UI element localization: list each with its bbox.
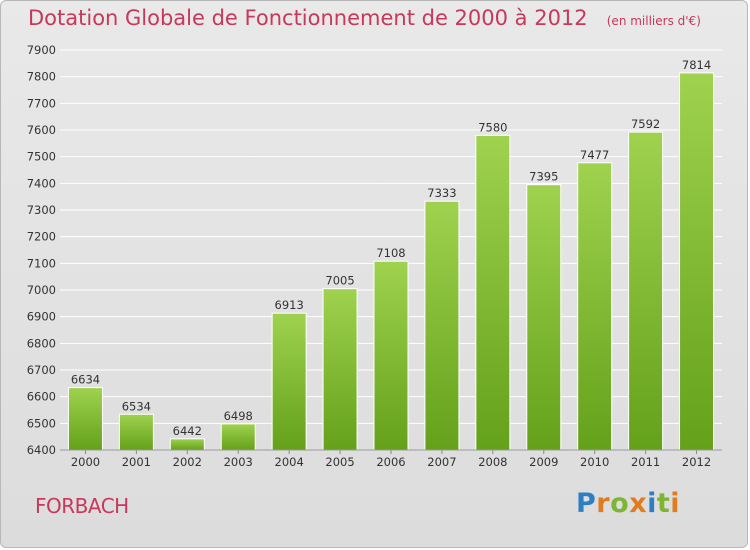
chart-subtitle: (en milliers d'€) [606, 14, 701, 28]
data-label-2011: 7592 [631, 117, 660, 131]
y-tick-label: 6700 [27, 363, 56, 377]
x-tick-label-2003: 2003 [224, 455, 253, 469]
bar-2004 [271, 312, 307, 451]
y-tick-label: 6400 [27, 443, 56, 457]
bar-2007 [424, 200, 460, 451]
y-tick-label: 6600 [27, 390, 56, 404]
y-tick-label: 7500 [27, 150, 56, 164]
y-tick-label: 7400 [27, 176, 56, 190]
bar-2012 [679, 72, 715, 451]
x-tick-label-2011: 2011 [631, 455, 660, 469]
data-label-2004: 6913 [275, 298, 304, 312]
bar-2006 [373, 260, 409, 451]
title-row: Dotation Globale de Fonctionnement de 20… [28, 6, 701, 30]
logo-letter: t [656, 488, 671, 519]
data-label-2010: 7477 [580, 148, 609, 162]
logo-letter: i [670, 488, 681, 519]
x-tick-label-2005: 2005 [325, 455, 354, 469]
y-tick-label: 7900 [27, 43, 56, 57]
bar-2003 [220, 423, 256, 451]
bars [67, 72, 715, 451]
x-tick-label-2010: 2010 [580, 455, 609, 469]
chart-title: Dotation Globale de Fonctionnement de 20… [28, 6, 588, 30]
commune-name: FORBACH [35, 494, 129, 518]
x-tick-label-2002: 2002 [173, 455, 202, 469]
data-label-2001: 6534 [122, 399, 151, 413]
bar-2009 [526, 184, 562, 451]
bar-2011 [628, 131, 664, 451]
y-tick-label: 7000 [27, 283, 56, 297]
x-tick-label-2004: 2004 [275, 455, 304, 469]
y-tick-label: 7100 [27, 256, 56, 270]
y-tick-label: 6500 [27, 416, 56, 430]
data-labels: 6634 6534 6442 6498 6913 7005 7108 7333 7580 7395… [71, 58, 711, 438]
data-label-2002: 6442 [173, 424, 202, 438]
y-axis: 6400 6500 6600 6700 6800 6900 7000 7100 7200 7300… [27, 43, 56, 457]
x-tick-label-2012: 2012 [682, 455, 711, 469]
bar-2010 [577, 162, 613, 451]
bar-2005 [322, 288, 358, 451]
logo-letter: i [647, 488, 657, 519]
x-tick-label-2000: 2000 [71, 455, 100, 469]
bar-2008 [475, 134, 511, 451]
y-tick-label: 7700 [27, 96, 56, 110]
data-label-2000: 6634 [71, 373, 100, 387]
proxiti-logo[interactable]: Proxiti [576, 488, 680, 519]
data-label-2009: 7395 [529, 170, 558, 184]
logo-letter: r [596, 488, 611, 519]
logo-letter: P [576, 488, 597, 519]
data-label-2007: 7333 [427, 186, 456, 200]
bar-2002 [169, 438, 205, 451]
y-tick-label: 7300 [27, 203, 56, 217]
y-tick-label: 6900 [27, 310, 56, 324]
x-tick-label-2006: 2006 [376, 455, 405, 469]
x-tick-label-2007: 2007 [427, 455, 456, 469]
data-label-2005: 7005 [325, 274, 354, 288]
x-tick-label-2008: 2008 [478, 455, 507, 469]
x-tick-label-2009: 2009 [529, 455, 558, 469]
bar-2000 [67, 387, 103, 451]
data-label-2003: 6498 [224, 409, 253, 423]
logo-letter: o [610, 488, 630, 519]
logo-letter: x [629, 488, 648, 519]
data-label-2008: 7580 [478, 120, 507, 134]
y-tick-label: 7800 [27, 70, 56, 84]
y-tick-label: 7200 [27, 230, 56, 244]
bar-2001 [118, 413, 154, 451]
x-axis: 2000 2001 2002 2003 2004 2005 2006 2007 2008 2009… [60, 449, 722, 469]
data-label-2012: 7814 [682, 58, 711, 72]
data-label-2006: 7108 [376, 246, 405, 260]
x-tick-label-2001: 2001 [122, 455, 151, 469]
y-tick-label: 7600 [27, 123, 56, 137]
y-tick-label: 6800 [27, 336, 56, 350]
